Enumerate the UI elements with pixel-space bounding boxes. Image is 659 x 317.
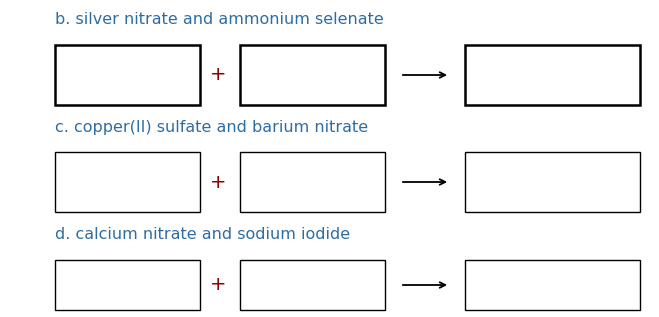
Text: +: + [210, 275, 226, 294]
Bar [240, 260, 385, 310]
Bar [465, 45, 640, 105]
Bar [55, 152, 200, 212]
Bar [55, 45, 200, 105]
Text: d. calcium nitrate and sodium iodide: d. calcium nitrate and sodium iodide [55, 227, 350, 242]
Bar [55, 260, 200, 310]
Text: +: + [210, 66, 226, 85]
Bar [240, 152, 385, 212]
Bar [465, 152, 640, 212]
Bar [240, 45, 385, 105]
Text: b. silver nitrate and ammonium selenate: b. silver nitrate and ammonium selenate [55, 12, 384, 27]
Text: +: + [210, 172, 226, 191]
Bar [465, 260, 640, 310]
Text: c. copper(II) sulfate and barium nitrate: c. copper(II) sulfate and barium nitrate [55, 120, 368, 135]
